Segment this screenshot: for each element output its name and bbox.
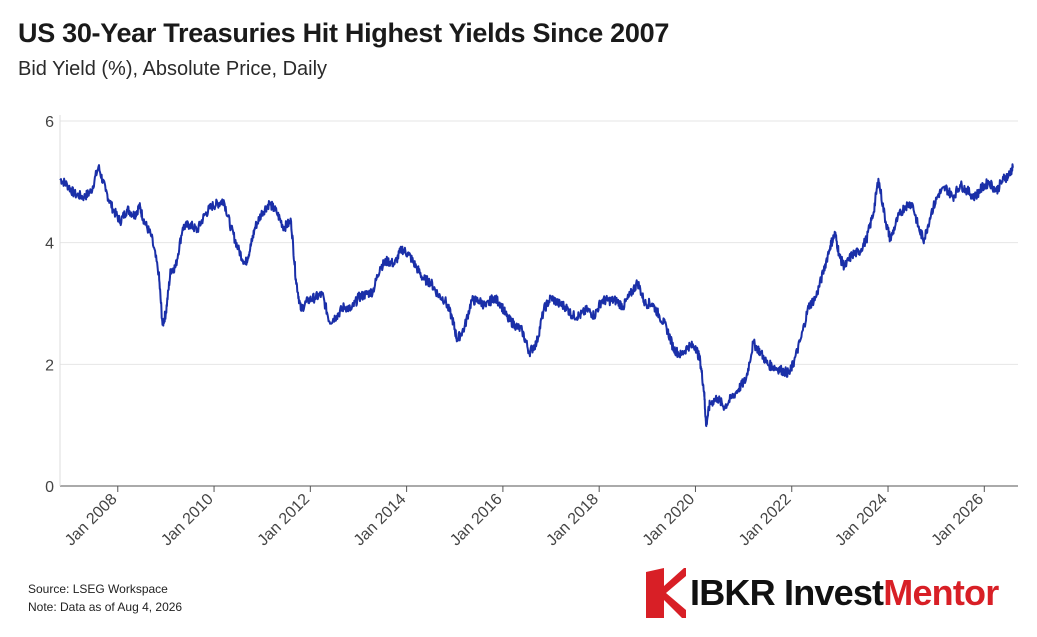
line-chart: 0 2 4 6 Jan 2008 Jan 2010 Jan 2012 Jan 2014 Jan … [45, 114, 1018, 550]
y-tick-label: 4 [45, 236, 54, 253]
chart-title: US 30-Year Treasuries Hit Highest Yields… [18, 18, 670, 48]
chart-subtitle: Bid Yield (%), Absolute Price, Daily [18, 58, 328, 80]
brand-wordmark-accent: Mentor [883, 572, 999, 613]
x-tick-label: Jan 2024 [832, 491, 891, 550]
brand-mark-icon [646, 568, 686, 618]
y-tick-label: 0 [45, 479, 54, 496]
series-line [59, 163, 1014, 428]
brand-logo: IBKR InvestMentor [646, 566, 1026, 620]
brand-wordmark-primary: IBKR Invest [690, 572, 884, 613]
x-tick-label: Jan 2016 [447, 491, 506, 550]
x-tick-label: Jan 2026 [929, 491, 988, 550]
source-note: Source: LSEG Workspace [28, 582, 168, 596]
x-tick-label: Jan 2012 [255, 491, 314, 550]
brand-wordmark: IBKR InvestMentor [690, 570, 999, 616]
x-tick-label: Jan 2020 [640, 491, 699, 550]
y-tick-label: 2 [45, 357, 54, 374]
x-tick-label: Jan 2010 [158, 491, 217, 550]
x-tick-label: Jan 2014 [351, 491, 410, 550]
x-tick-label: Jan 2022 [736, 491, 795, 550]
data-note: Note: Data as of Aug 4, 2026 [28, 600, 183, 614]
x-tick-label: Jan 2008 [62, 491, 121, 550]
y-tick-label: 6 [45, 114, 54, 131]
x-tick-label: Jan 2018 [543, 491, 602, 550]
